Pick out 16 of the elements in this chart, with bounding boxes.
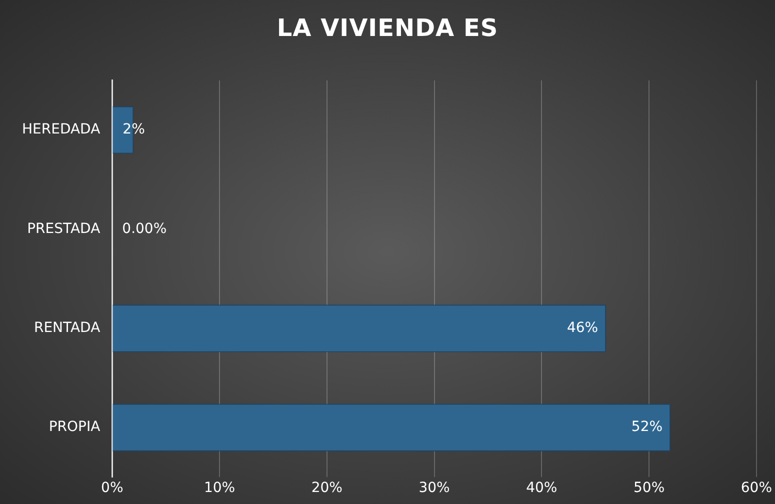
y-tick-label: PRESTADA — [27, 220, 101, 237]
x-tick-label: 60% — [740, 480, 772, 496]
data-label: 52% — [631, 419, 663, 436]
y-tick-label: PROPIA — [48, 419, 101, 436]
x-tick-label: 10% — [204, 480, 236, 496]
y-tick-label: RENTADA — [34, 320, 101, 336]
x-tick-label: 40% — [526, 480, 558, 496]
x-tick-label: 50% — [634, 480, 665, 496]
data-label: 2% — [122, 122, 145, 138]
x-tick-label: 0% — [101, 480, 124, 496]
data-label: 46% — [566, 320, 598, 336]
x-tick-label: 30% — [418, 480, 450, 496]
chart-title: LA VIVIENDA ES — [276, 14, 500, 42]
x-tick-label: 20% — [311, 480, 342, 496]
data-label: 0.00% — [122, 220, 167, 237]
y-tick-label: HEREDADA — [22, 122, 101, 138]
